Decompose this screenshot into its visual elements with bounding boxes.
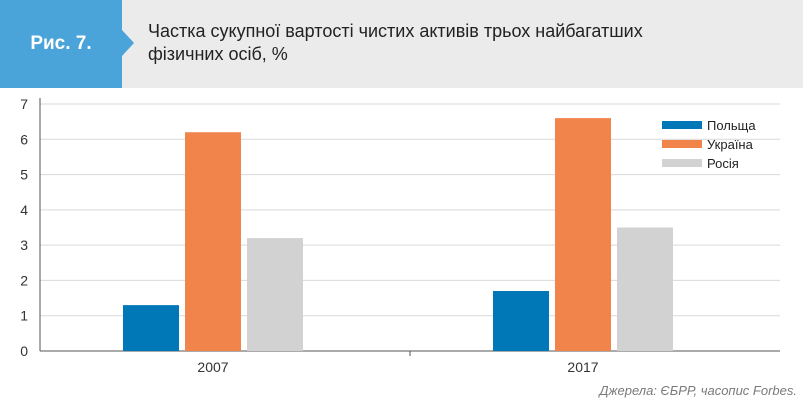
- y-tick-label: 2: [20, 272, 28, 288]
- figure-badge: Рис. 7.: [0, 0, 122, 88]
- legend-swatch-Україна: [662, 140, 702, 148]
- y-tick-label: 0: [20, 343, 28, 359]
- chart-header: Рис. 7. Частка сукупної вартості чистих …: [0, 0, 803, 88]
- legend-swatch-Польща: [662, 121, 702, 129]
- legend-label: Україна: [707, 137, 754, 152]
- bar-chart: 0 1 2 3 4 5 6 7 2007 2017 Польща Україна Росія: [20, 96, 780, 375]
- y-tick-label: 4: [20, 202, 28, 218]
- legend-label: Польща: [707, 118, 756, 133]
- bar-Польща-2007: [123, 305, 179, 351]
- bar-Україна-2017: [555, 118, 611, 351]
- x-tick-label: 2007: [197, 359, 228, 375]
- source-note: Джерела: ЄБРР, часопис Forbes.: [599, 383, 797, 398]
- bar-Росія-2017: [617, 227, 673, 351]
- y-tick-label: 7: [20, 96, 28, 112]
- x-tick-label: 2017: [567, 359, 598, 375]
- legend-swatch-Росія: [662, 159, 702, 167]
- figure-label: Рис. 7.: [30, 33, 92, 54]
- bar-Росія-2007: [247, 238, 303, 351]
- chart-title: Частка сукупної вартості чистих активів …: [148, 21, 643, 64]
- y-tick-label: 6: [20, 131, 28, 147]
- bar-Україна-2007: [185, 132, 241, 351]
- y-tick-label: 1: [20, 308, 28, 324]
- legend-label: Росія: [707, 156, 739, 171]
- y-tick-label: 5: [20, 167, 28, 183]
- bar-Польща-2017: [493, 291, 549, 351]
- badge-arrow: [122, 30, 134, 56]
- y-tick-label: 3: [20, 237, 28, 253]
